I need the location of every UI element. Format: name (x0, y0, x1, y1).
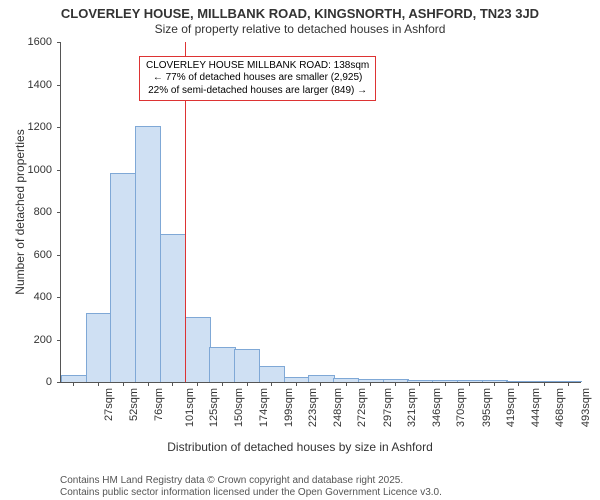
x-tick-label: 150sqm (233, 388, 245, 427)
chart-title-line1: CLOVERLEY HOUSE, MILLBANK ROAD, KINGSNOR… (0, 6, 600, 21)
x-tick-mark (197, 382, 198, 386)
x-tick-mark (222, 382, 223, 386)
chart-container: CLOVERLEY HOUSE, MILLBANK ROAD, KINGSNOR… (0, 0, 600, 500)
histogram-bar (86, 313, 112, 382)
x-tick-label: 223sqm (307, 388, 319, 427)
x-tick-mark (419, 382, 420, 386)
x-tick-label: 272sqm (357, 388, 369, 427)
histogram-bar (407, 380, 433, 382)
x-tick-label: 125sqm (208, 388, 220, 427)
attribution-line2: Contains public sector information licen… (60, 487, 442, 498)
histogram-bar (160, 234, 186, 382)
histogram-bar (209, 347, 235, 382)
x-tick-label: 321sqm (406, 388, 418, 427)
annotation-callout: CLOVERLEY HOUSE MILLBANK ROAD: 138sqm ← … (139, 56, 376, 102)
y-tick-label: 200 (12, 334, 52, 346)
x-tick-label: 101sqm (184, 388, 196, 427)
y-tick-mark (57, 85, 61, 86)
y-tick-label: 0 (12, 376, 52, 388)
x-tick-label: 76sqm (153, 388, 165, 421)
x-tick-mark (544, 382, 545, 386)
x-tick-label: 395sqm (481, 388, 493, 427)
histogram-bar (556, 381, 582, 382)
x-tick-mark (568, 382, 569, 386)
y-tick-mark (57, 297, 61, 298)
x-tick-mark (346, 382, 347, 386)
x-tick-label: 444sqm (530, 388, 542, 427)
y-tick-mark (57, 382, 61, 383)
y-tick-mark (57, 42, 61, 43)
x-tick-mark (469, 382, 470, 386)
x-tick-mark (247, 382, 248, 386)
x-tick-label: 199sqm (283, 388, 295, 427)
x-tick-mark (370, 382, 371, 386)
x-tick-label: 297sqm (382, 388, 394, 427)
y-tick-label: 1200 (12, 121, 52, 133)
y-tick-mark (57, 255, 61, 256)
x-tick-label: 27sqm (103, 388, 115, 421)
x-tick-mark (98, 382, 99, 386)
x-tick-mark (271, 382, 272, 386)
x-tick-mark (494, 382, 495, 386)
x-tick-label: 493sqm (580, 388, 592, 427)
x-tick-label: 248sqm (332, 388, 344, 427)
y-tick-label: 800 (12, 206, 52, 218)
y-tick-mark (57, 212, 61, 213)
x-axis-label: Distribution of detached houses by size … (0, 440, 600, 454)
y-tick-label: 1400 (12, 79, 52, 91)
y-tick-label: 1600 (12, 36, 52, 48)
attribution-line1: Contains HM Land Registry data © Crown c… (60, 475, 403, 486)
x-tick-mark (296, 382, 297, 386)
histogram-bar (506, 381, 532, 382)
chart-title-line2: Size of property relative to detached ho… (0, 22, 600, 36)
x-tick-mark (395, 382, 396, 386)
x-tick-mark (518, 382, 519, 386)
x-tick-label: 468sqm (555, 388, 567, 427)
histogram-bar (61, 375, 87, 382)
annotation-line2: ← 77% of detached houses are smaller (2,… (146, 72, 369, 85)
annotation-line3: 22% of semi-detached houses are larger (… (146, 85, 369, 98)
y-tick-label: 600 (12, 249, 52, 261)
histogram-bar (308, 375, 334, 382)
x-tick-label: 346sqm (431, 388, 443, 427)
x-tick-label: 419sqm (505, 388, 517, 427)
y-tick-label: 400 (12, 291, 52, 303)
histogram-bar (259, 366, 285, 382)
x-tick-mark (172, 382, 173, 386)
x-tick-label: 370sqm (456, 388, 468, 427)
x-tick-label: 52sqm (128, 388, 140, 421)
histogram-bar (185, 317, 211, 382)
annotation-line1: CLOVERLEY HOUSE MILLBANK ROAD: 138sqm (146, 60, 369, 73)
x-tick-mark (148, 382, 149, 386)
y-tick-mark (57, 170, 61, 171)
y-tick-label: 1000 (12, 164, 52, 176)
histogram-bar (110, 173, 136, 382)
histogram-bar (234, 349, 260, 382)
histogram-bar (135, 126, 161, 382)
x-tick-mark (320, 382, 321, 386)
y-tick-mark (57, 340, 61, 341)
x-tick-mark (73, 382, 74, 386)
y-tick-mark (57, 127, 61, 128)
x-tick-label: 174sqm (258, 388, 270, 427)
x-tick-mark (123, 382, 124, 386)
plot-area: CLOVERLEY HOUSE MILLBANK ROAD: 138sqm ← … (60, 42, 581, 383)
x-tick-mark (445, 382, 446, 386)
